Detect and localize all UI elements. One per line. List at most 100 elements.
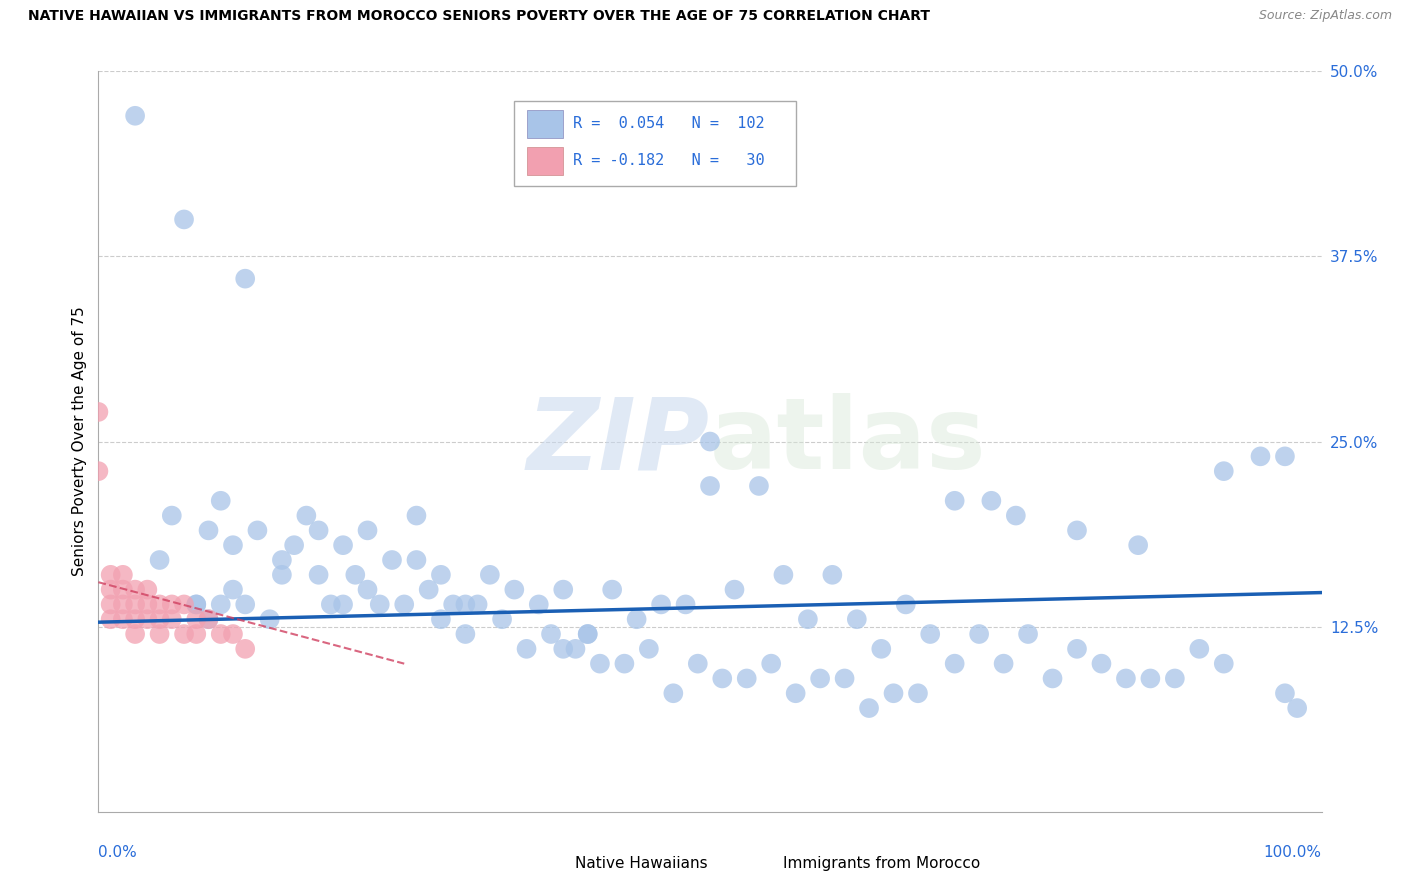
Point bbox=[111, 582, 134, 597]
Point bbox=[1274, 450, 1296, 464]
Point bbox=[980, 493, 1002, 508]
Point bbox=[149, 627, 172, 641]
Text: Immigrants from Morocco: Immigrants from Morocco bbox=[783, 856, 980, 871]
Point bbox=[883, 686, 905, 700]
Point bbox=[1128, 538, 1150, 552]
Bar bbox=[734, 851, 772, 875]
Point bbox=[259, 612, 281, 626]
Point bbox=[553, 641, 575, 656]
Point bbox=[124, 627, 146, 641]
Point bbox=[197, 612, 219, 626]
Point bbox=[209, 493, 232, 508]
Point bbox=[392, 598, 416, 612]
Point bbox=[1286, 701, 1309, 715]
Text: R = -0.182   N =   30: R = -0.182 N = 30 bbox=[574, 153, 765, 168]
Point bbox=[675, 598, 697, 612]
Point bbox=[845, 612, 868, 626]
Text: atlas: atlas bbox=[710, 393, 987, 490]
Point bbox=[283, 538, 305, 552]
Point bbox=[308, 567, 330, 582]
Point bbox=[870, 641, 893, 656]
Point bbox=[186, 627, 208, 641]
Point bbox=[100, 567, 122, 582]
Point bbox=[454, 598, 477, 612]
Point bbox=[209, 598, 232, 612]
Point bbox=[124, 109, 146, 123]
Point bbox=[87, 405, 110, 419]
Point bbox=[699, 479, 721, 493]
Point bbox=[136, 598, 159, 612]
Point bbox=[515, 641, 537, 656]
Point bbox=[1004, 508, 1026, 523]
Point bbox=[430, 612, 453, 626]
Point bbox=[149, 598, 172, 612]
Point bbox=[1066, 524, 1088, 538]
Point bbox=[454, 627, 477, 641]
Point bbox=[149, 553, 172, 567]
Point bbox=[430, 567, 453, 582]
Point bbox=[246, 524, 269, 538]
Point bbox=[943, 493, 966, 508]
Point bbox=[808, 672, 831, 686]
Point bbox=[553, 582, 575, 597]
Point bbox=[270, 567, 294, 582]
Point bbox=[907, 686, 929, 700]
Point bbox=[100, 612, 122, 626]
Point bbox=[858, 701, 880, 715]
Point bbox=[173, 598, 195, 612]
Text: NATIVE HAWAIIAN VS IMMIGRANTS FROM MOROCCO SENIORS POVERTY OVER THE AGE OF 75 CO: NATIVE HAWAIIAN VS IMMIGRANTS FROM MOROC… bbox=[28, 9, 931, 23]
Point bbox=[650, 598, 672, 612]
Point bbox=[111, 598, 134, 612]
Point bbox=[894, 598, 917, 612]
Point bbox=[233, 271, 256, 285]
Bar bbox=[527, 147, 564, 175]
Point bbox=[748, 479, 770, 493]
Point bbox=[149, 612, 172, 626]
FancyBboxPatch shape bbox=[515, 101, 796, 186]
Point bbox=[124, 612, 146, 626]
Point bbox=[136, 612, 159, 626]
Point bbox=[222, 582, 245, 597]
Point bbox=[797, 612, 820, 626]
Point bbox=[405, 553, 427, 567]
Point bbox=[233, 598, 256, 612]
Point bbox=[1066, 641, 1088, 656]
Point bbox=[686, 657, 709, 671]
Text: 100.0%: 100.0% bbox=[1264, 845, 1322, 860]
Point bbox=[173, 627, 195, 641]
Point bbox=[332, 538, 354, 552]
Point bbox=[564, 641, 586, 656]
Bar bbox=[526, 851, 564, 875]
Point bbox=[1042, 672, 1064, 686]
Point bbox=[100, 598, 122, 612]
Point bbox=[576, 627, 599, 641]
Point bbox=[943, 657, 966, 671]
Point bbox=[613, 657, 636, 671]
Point bbox=[295, 508, 318, 523]
Text: R =  0.054   N =  102: R = 0.054 N = 102 bbox=[574, 116, 765, 131]
Point bbox=[467, 598, 489, 612]
Point bbox=[920, 627, 942, 641]
Point bbox=[356, 524, 378, 538]
Point bbox=[967, 627, 990, 641]
Point bbox=[772, 567, 794, 582]
Point bbox=[723, 582, 745, 597]
Point bbox=[186, 598, 208, 612]
Point bbox=[111, 567, 134, 582]
Text: 0.0%: 0.0% bbox=[98, 845, 138, 860]
Point bbox=[699, 434, 721, 449]
Point bbox=[405, 508, 427, 523]
Point bbox=[1115, 672, 1137, 686]
Point bbox=[589, 657, 612, 671]
Point bbox=[222, 627, 245, 641]
Point bbox=[993, 657, 1015, 671]
Point bbox=[1188, 641, 1211, 656]
Point bbox=[503, 582, 526, 597]
Point bbox=[319, 598, 342, 612]
Point bbox=[662, 686, 685, 700]
Point bbox=[491, 612, 513, 626]
Point bbox=[160, 612, 183, 626]
Point bbox=[111, 612, 134, 626]
Point bbox=[186, 598, 208, 612]
Point bbox=[785, 686, 807, 700]
